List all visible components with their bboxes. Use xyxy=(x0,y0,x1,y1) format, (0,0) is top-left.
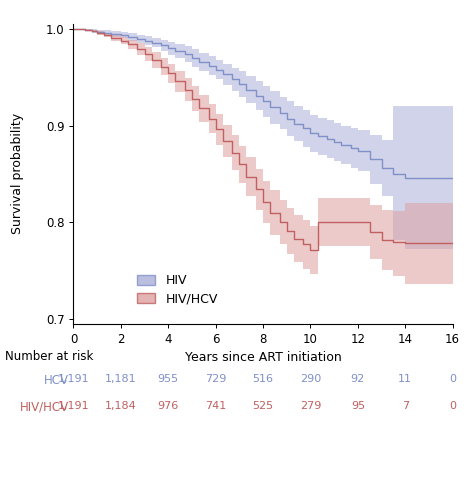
Text: 11: 11 xyxy=(398,374,412,384)
Text: 290: 290 xyxy=(300,374,321,384)
Text: 976: 976 xyxy=(158,401,179,411)
Text: 729: 729 xyxy=(205,374,227,384)
Text: HIV/HCV: HIV/HCV xyxy=(19,401,69,414)
Text: 1,191: 1,191 xyxy=(58,374,89,384)
Text: 1,181: 1,181 xyxy=(105,374,137,384)
Text: 1,184: 1,184 xyxy=(105,401,137,411)
Text: 525: 525 xyxy=(253,401,273,411)
Text: Number at risk: Number at risk xyxy=(5,350,93,363)
Text: 95: 95 xyxy=(351,401,365,411)
Text: 516: 516 xyxy=(253,374,273,384)
Text: 7: 7 xyxy=(401,401,409,411)
Text: 955: 955 xyxy=(158,374,179,384)
Y-axis label: Survival probability: Survival probability xyxy=(11,114,24,234)
X-axis label: Years since ART initiation: Years since ART initiation xyxy=(185,351,341,364)
Text: 0: 0 xyxy=(449,374,456,384)
Text: 92: 92 xyxy=(351,374,365,384)
Legend: HIV, HIV/HCV: HIV, HIV/HCV xyxy=(137,274,218,305)
Text: 1,191: 1,191 xyxy=(58,401,89,411)
Text: 279: 279 xyxy=(300,401,321,411)
Text: 0: 0 xyxy=(449,401,456,411)
Text: 741: 741 xyxy=(205,401,226,411)
Text: HCV: HCV xyxy=(44,374,69,387)
